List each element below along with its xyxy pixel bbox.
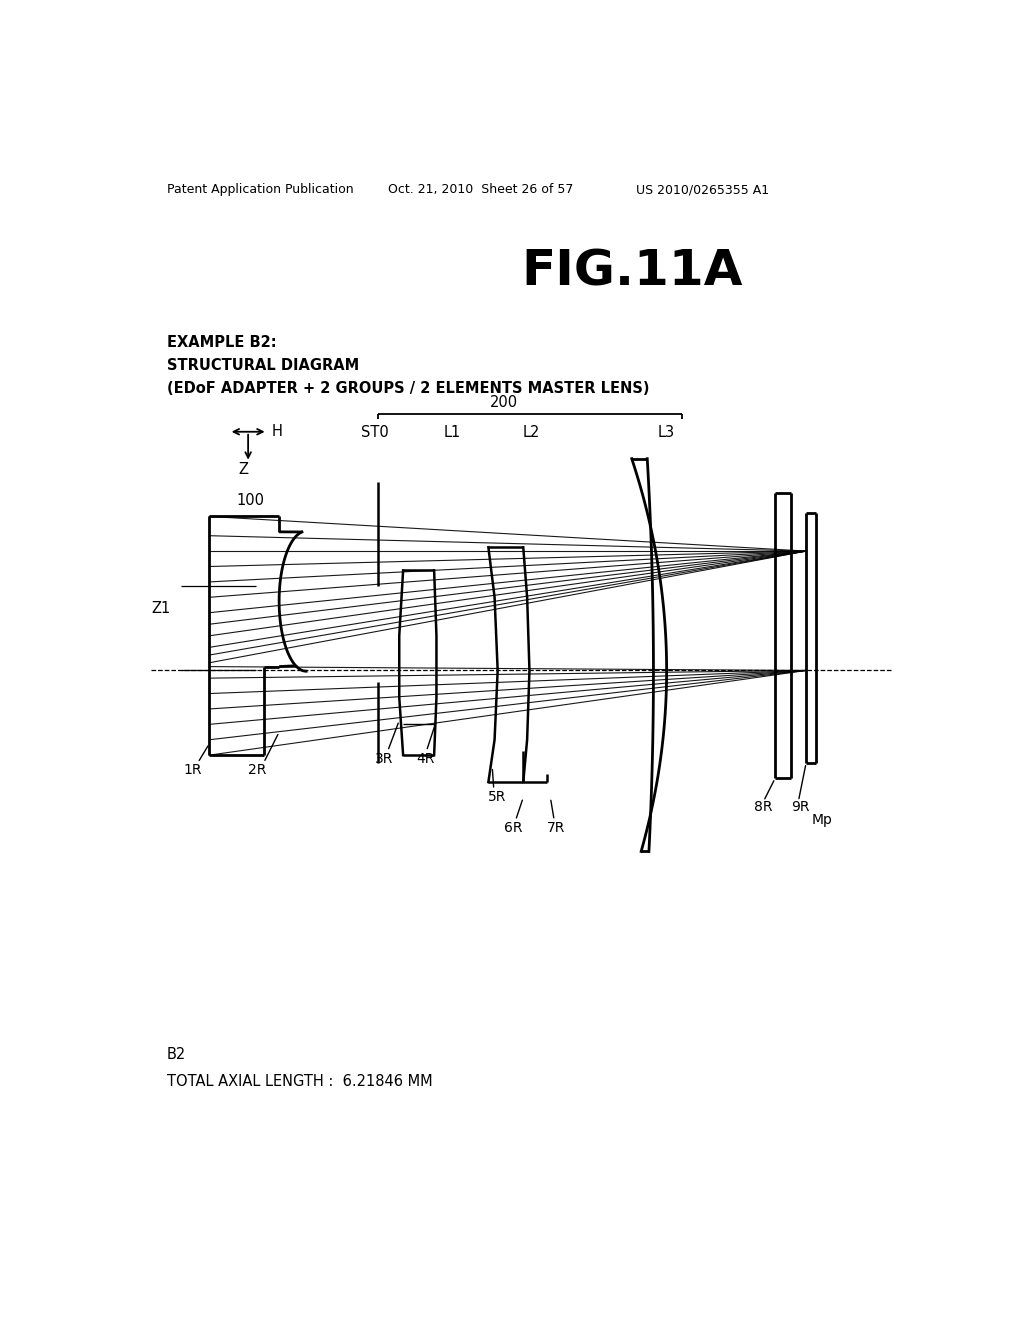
Text: 5R: 5R xyxy=(488,791,507,804)
Text: STRUCTURAL DIAGRAM: STRUCTURAL DIAGRAM xyxy=(167,358,359,374)
Text: 9R: 9R xyxy=(791,800,809,814)
Text: 7R: 7R xyxy=(547,821,565,836)
Text: 6R: 6R xyxy=(504,821,522,836)
Text: 200: 200 xyxy=(489,395,518,411)
Text: 4R: 4R xyxy=(417,752,434,766)
Text: 2R: 2R xyxy=(248,763,266,777)
Text: ST0: ST0 xyxy=(360,425,388,440)
Text: FIG.11A: FIG.11A xyxy=(521,247,742,296)
Text: 8R: 8R xyxy=(755,800,773,814)
Text: L2: L2 xyxy=(522,425,540,440)
Text: 3R: 3R xyxy=(375,752,393,766)
Text: H: H xyxy=(271,424,283,438)
Text: Oct. 21, 2010  Sheet 26 of 57: Oct. 21, 2010 Sheet 26 of 57 xyxy=(388,183,573,197)
Text: B2: B2 xyxy=(167,1047,186,1063)
Text: 100: 100 xyxy=(237,492,264,508)
Text: Mp: Mp xyxy=(812,813,833,828)
Text: L3: L3 xyxy=(658,425,675,440)
Text: 1R: 1R xyxy=(183,763,203,777)
Text: Z: Z xyxy=(238,462,248,477)
Text: Z1: Z1 xyxy=(152,601,171,615)
Text: EXAMPLE B2:: EXAMPLE B2: xyxy=(167,335,276,350)
Text: (EDoF ADAPTER + 2 GROUPS / 2 ELEMENTS MASTER LENS): (EDoF ADAPTER + 2 GROUPS / 2 ELEMENTS MA… xyxy=(167,381,649,396)
Text: TOTAL AXIAL LENGTH :  6.21846 MM: TOTAL AXIAL LENGTH : 6.21846 MM xyxy=(167,1074,432,1089)
Text: US 2010/0265355 A1: US 2010/0265355 A1 xyxy=(636,183,769,197)
Text: L1: L1 xyxy=(443,425,461,440)
Text: Patent Application Publication: Patent Application Publication xyxy=(167,183,353,197)
